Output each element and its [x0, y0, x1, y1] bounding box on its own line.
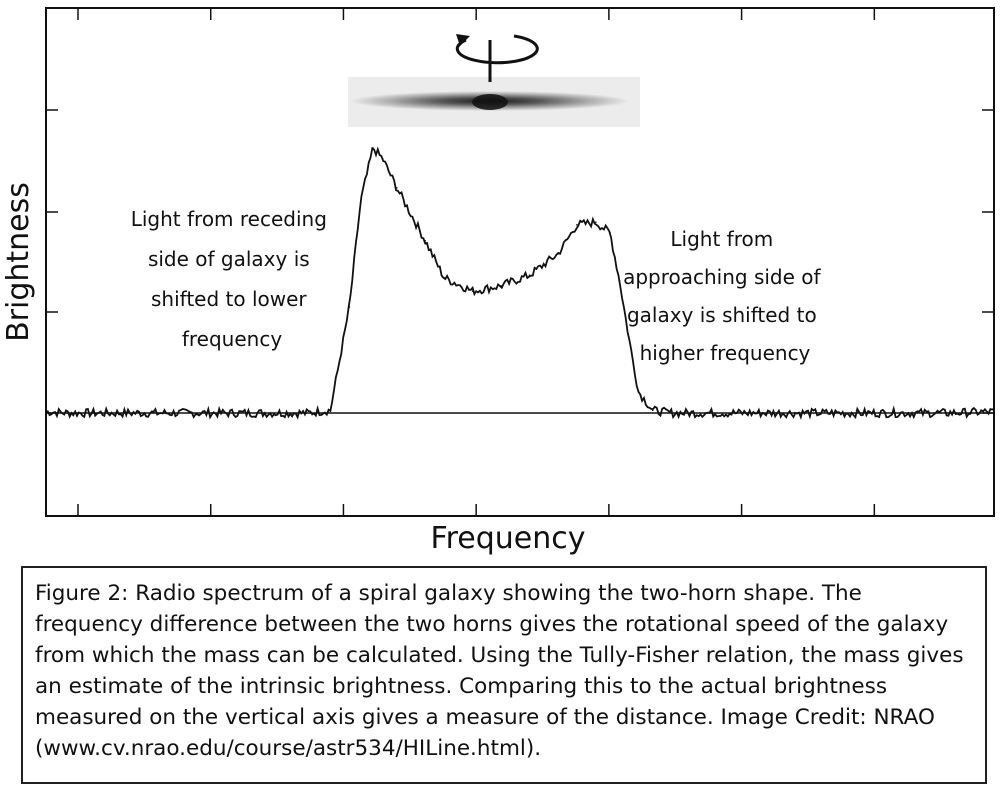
spectrum-point [258, 412, 261, 414]
annotation-approaching-line: higher frequency [640, 341, 811, 365]
spectrum-point [471, 290, 474, 292]
spectrum-point [708, 412, 711, 414]
spectrum-point [92, 412, 95, 414]
spectrum-point [381, 157, 384, 160]
spectrum-point [576, 224, 578, 226]
plot-frame [45, 7, 995, 517]
spectrum-point [595, 221, 597, 223]
spectrum-point [528, 274, 531, 277]
spectrum-point [557, 253, 559, 255]
rotation-arrowhead-icon [456, 34, 470, 46]
spectrum-point [359, 200, 362, 202]
spectrum-line [45, 146, 995, 420]
spectrum-point [234, 412, 237, 414]
spectrum-point [609, 232, 611, 234]
spectrum-point [424, 239, 427, 242]
spectrum-point [443, 277, 445, 279]
spectrum-point [211, 412, 213, 414]
rotation-arrow-icon [455, 34, 539, 65]
spectrum-point [851, 412, 853, 414]
spectrum-point [329, 409, 332, 412]
spectrum-point [140, 412, 142, 414]
annotation-receding-line: frequency [182, 327, 282, 351]
spectrum-point [670, 412, 673, 414]
spectrum-point [803, 412, 806, 414]
spectrum-point [45, 410, 47, 413]
annotation-receding: Light from receding side of galaxy is sh… [131, 207, 334, 351]
spectrum-point [756, 412, 758, 414]
y-axis-label: Brightness [1, 182, 36, 342]
spectrum-point [68, 412, 71, 414]
spectrum-point [305, 412, 308, 414]
annotation-approaching-line: approaching side of [623, 265, 821, 289]
spectrum-point [348, 306, 351, 308]
spectrum-point [945, 412, 948, 414]
figure-caption: Figure 2: Radio spectrum of a spiral gal… [35, 581, 964, 761]
galaxy-bulge [472, 94, 508, 110]
annotation-approaching-line: galaxy is shifted to [627, 303, 817, 327]
x-axis-label: Frequency [431, 521, 586, 556]
figure-caption-box: Figure 2: Radio spectrum of a spiral gal… [21, 566, 987, 784]
plot-border [45, 7, 995, 517]
annotation-receding-line: Light from receding [131, 207, 327, 231]
annotation-receding-line: shifted to lower [151, 287, 307, 311]
spectrum-point [282, 412, 284, 414]
spectrum-point [395, 186, 398, 189]
spectrum-chart: Light from receding side of galaxy is sh… [1, 7, 995, 556]
spectrum-point [163, 412, 166, 414]
spectrum-point [628, 338, 630, 340]
spectrum-point [993, 410, 995, 413]
annotation-approaching: Light from approaching side of galaxy is… [623, 227, 827, 365]
annotation-receding-line: side of galaxy is [148, 247, 310, 271]
spectrum-point [372, 147, 374, 149]
spectrum-point [898, 412, 900, 414]
annotation-approaching-line: Light from [670, 227, 773, 251]
spectrum-series [45, 146, 995, 420]
spectrum-point [637, 391, 640, 393]
spectrum-point [618, 279, 621, 282]
spectrum-point [187, 412, 189, 414]
spectrum-point [500, 285, 502, 287]
galaxy-image [348, 34, 640, 127]
spectrum-point [116, 412, 118, 414]
spectrum-point [651, 409, 654, 412]
